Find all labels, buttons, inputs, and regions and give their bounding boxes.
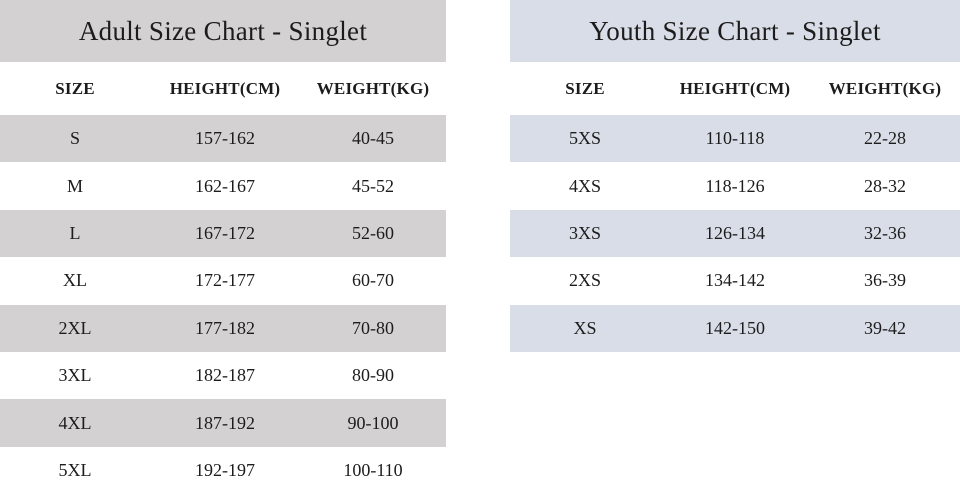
size-cell: 5XS: [568, 128, 601, 149]
size-cell: 2XL: [58, 317, 92, 338]
size-cell: S: [69, 128, 80, 149]
youth-column-header-size: SIZE: [565, 78, 605, 98]
size-cell: L: [69, 222, 81, 243]
youth-size-table: Youth Size Chart - Singlet SIZE HEIGHT(C…: [510, 0, 960, 352]
size-cell: 4XS: [568, 175, 601, 196]
size-cell: M: [66, 175, 83, 196]
height-cell: 118-126: [705, 175, 765, 196]
weight-cell: 28-32: [864, 175, 906, 196]
adult-table-title-band: Adult Size Chart - Singlet: [0, 0, 446, 62]
height-cell: 142-150: [705, 317, 765, 338]
size-cell: 2XS: [568, 270, 601, 291]
table-row: 5XS 110-118 22-28: [510, 115, 960, 163]
height-cell: 172-177: [195, 270, 255, 291]
weight-cell: 100-110: [343, 459, 403, 480]
height-cell: 134-142: [705, 270, 765, 291]
adult-column-header-size: SIZE: [55, 78, 95, 98]
table-row: S 157-162 40-45: [0, 115, 446, 163]
weight-cell: 52-60: [352, 222, 394, 243]
weight-cell: 39-42: [864, 317, 906, 338]
adult-table-rows: S 157-162 40-45 M 162-167 45-52 L 167-17…: [0, 115, 446, 494]
table-row: XS 142-150 39-42: [510, 304, 960, 352]
table-row: L 167-172 52-60: [0, 209, 446, 258]
size-cell: XS: [573, 317, 597, 338]
youth-table-header-row: SIZE HEIGHT(CM) WEIGHT(KG): [510, 62, 960, 115]
adult-column-header-weight: WEIGHT(KG): [316, 78, 430, 98]
height-cell: 126-134: [705, 222, 765, 243]
height-cell: 187-192: [195, 412, 255, 433]
table-row: 4XL 187-192 90-100: [0, 399, 446, 447]
adult-table-header-row: SIZE HEIGHT(CM) WEIGHT(KG): [0, 62, 446, 115]
table-row: 3XS 126-134 32-36: [510, 209, 960, 258]
height-cell: 157-162: [195, 128, 255, 149]
adult-column-header-height: HEIGHT(CM): [169, 78, 281, 98]
height-cell: 182-187: [195, 365, 255, 386]
weight-cell: 80-90: [352, 365, 394, 386]
height-cell: 110-118: [705, 128, 765, 149]
table-row: 4XS 118-126 28-32: [510, 162, 960, 209]
weight-cell: 90-100: [347, 412, 399, 433]
size-cell: 3XL: [58, 365, 92, 386]
adult-table-title: Adult Size Chart - Singlet: [78, 15, 368, 46]
weight-cell: 70-80: [352, 317, 394, 338]
size-cell: XL: [63, 270, 87, 291]
height-cell: 167-172: [195, 222, 255, 243]
size-cell: 5XL: [58, 459, 92, 480]
weight-cell: 32-36: [864, 222, 906, 243]
weight-cell: 22-28: [864, 128, 906, 149]
weight-cell: 36-39: [864, 270, 906, 291]
height-cell: 177-182: [195, 317, 255, 338]
table-row: XL 172-177 60-70: [0, 257, 446, 304]
height-cell: 162-167: [195, 175, 255, 196]
height-cell: 192-197: [195, 459, 255, 480]
youth-table-title-band: Youth Size Chart - Singlet: [510, 0, 960, 62]
weight-cell: 45-52: [352, 175, 394, 196]
size-cell: 3XS: [568, 222, 601, 243]
youth-table-rows: 5XS 110-118 22-28 4XS 118-126 28-32 3XS …: [510, 115, 960, 352]
size-cell: 4XL: [58, 412, 92, 433]
table-row: 5XL 192-197 100-110: [0, 447, 446, 494]
table-row: M 162-167 45-52: [0, 162, 446, 209]
adult-size-table: Adult Size Chart - Singlet SIZE HEIGHT(C…: [0, 0, 446, 494]
table-row: 2XS 134-142 36-39: [510, 257, 960, 304]
weight-cell: 60-70: [352, 270, 394, 291]
table-row: 2XL 177-182 70-80: [0, 304, 446, 352]
youth-column-header-weight: WEIGHT(KG): [828, 78, 942, 98]
table-row: 3XL 182-187 80-90: [0, 352, 446, 399]
weight-cell: 40-45: [352, 128, 394, 149]
youth-column-header-height: HEIGHT(CM): [679, 78, 791, 98]
youth-table-title: Youth Size Chart - Singlet: [589, 15, 881, 46]
